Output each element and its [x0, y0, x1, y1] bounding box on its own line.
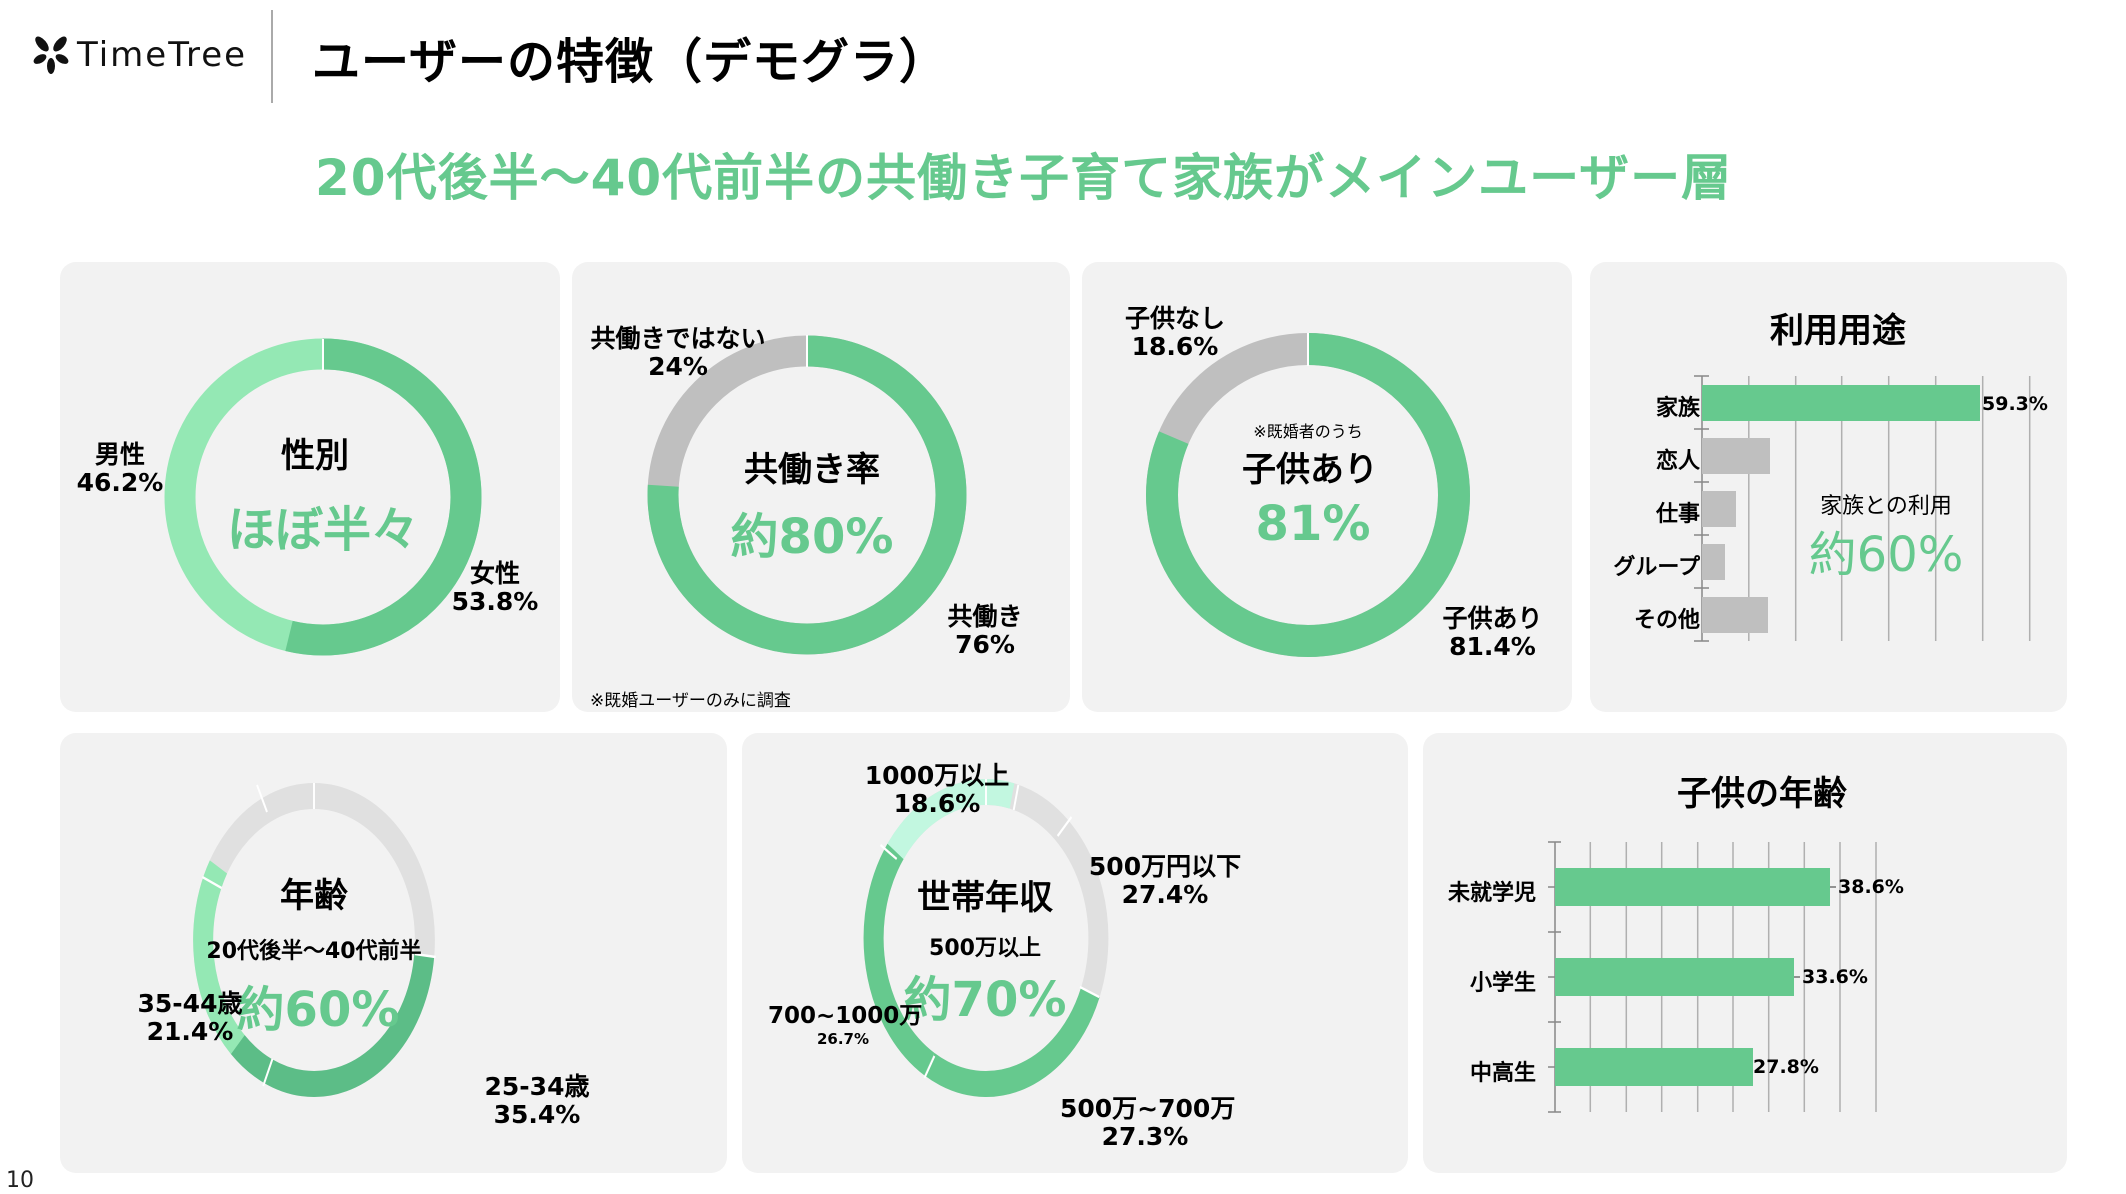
dual-income-label: 共働き 76%	[947, 602, 1023, 659]
age-subtitle: 20代後半～40代前半	[206, 939, 422, 964]
child-age-category: 未就学児	[1447, 881, 1536, 906]
income-panel	[742, 733, 1408, 1173]
usage-overlay-label: 家族との利用	[1820, 494, 1952, 519]
bar-group	[1702, 544, 1725, 580]
usage-overlay-value: 約60%	[1808, 527, 1964, 583]
child-age-value: 33.6%	[1802, 966, 1868, 988]
child-age-title: 子供の年齢	[1677, 774, 1847, 814]
age-35-44-segment	[193, 783, 435, 1097]
age-panel	[60, 733, 727, 1173]
children-note: ※既婚者のうち	[1253, 422, 1363, 441]
dual-income-highlight: 約80%	[730, 509, 894, 565]
dual-income-title: 共働き率	[744, 450, 880, 490]
bar-other	[1702, 597, 1768, 633]
usage-category: グループ	[1613, 555, 1700, 580]
not-dual-income-label: 共働きではない 24%	[590, 324, 766, 381]
timetree-leaf-icon	[33, 36, 69, 74]
no-children-label: 子供なし 18.6%	[1124, 304, 1225, 361]
usage-panel	[1590, 262, 2067, 712]
has-children-label: 子供あり 81.4%	[1442, 604, 1543, 661]
gender-title: 性別	[281, 436, 349, 476]
headline: 20代後半～40代前半の共働き子育て家族がメインユーザー層	[315, 149, 1733, 207]
bar-work	[1702, 491, 1736, 527]
page-number: 10	[6, 1168, 34, 1193]
age-title: 年齢	[280, 876, 348, 916]
header-divider	[271, 10, 273, 103]
age-highlight: 約60%	[236, 982, 400, 1038]
male-label: 男性 46.2%	[76, 440, 164, 497]
logo-text: TimeTree	[77, 35, 248, 75]
income-under-500-label: 500万円以下 27.4%	[1088, 852, 1242, 909]
bar-secondary	[1555, 1048, 1753, 1086]
usage-title: 利用用途	[1770, 311, 1906, 351]
usage-category: その他	[1633, 608, 1700, 633]
bar-partner	[1702, 438, 1770, 474]
children-highlight: 81%	[1255, 496, 1371, 552]
usage-category: 仕事	[1655, 502, 1700, 527]
child-age-value: 27.8%	[1753, 1056, 1819, 1078]
bar-elementary	[1555, 958, 1794, 996]
child-age-category: 小学生	[1469, 971, 1536, 996]
gender-highlight: ほぼ半々	[226, 502, 420, 558]
income-subtitle: 500万以上	[929, 936, 1041, 961]
income-title: 世帯年収	[917, 878, 1053, 918]
page-title: ユーザーの特徴（デモグラ）	[312, 34, 949, 90]
usage-family-value: 59.3%	[1982, 393, 2048, 415]
dual-income-footnote: ※既婚ユーザーのみに調査	[590, 691, 791, 711]
child-age-panel	[1423, 733, 2067, 1173]
female-label: 女性 53.8%	[451, 559, 539, 616]
child-age-category: 中高生	[1469, 1061, 1536, 1086]
income-500-700-label: 500万~700万 27.3%	[1060, 1094, 1236, 1151]
bar-preschool	[1555, 868, 1830, 906]
usage-category: 恋人	[1655, 449, 1700, 474]
age-35-44-label: 35-44歳 21.4%	[137, 989, 243, 1046]
children-title: 子供あり	[1242, 450, 1378, 490]
age-25-34-label: 25-34歳 35.4%	[484, 1072, 590, 1129]
timetree-logo: TimeTree	[33, 33, 247, 77]
usage-category: 家族	[1655, 396, 1700, 421]
income-highlight: 約70%	[903, 972, 1067, 1028]
income-over-1000-segment	[863, 779, 1109, 1097]
income-700-1000-label: 700~1000万 26.7%	[768, 1003, 923, 1048]
income-over-1000-label: 1000万以上 18.6%	[864, 761, 1010, 818]
bar-family	[1702, 385, 1980, 421]
child-age-value: 38.6%	[1838, 876, 1904, 898]
